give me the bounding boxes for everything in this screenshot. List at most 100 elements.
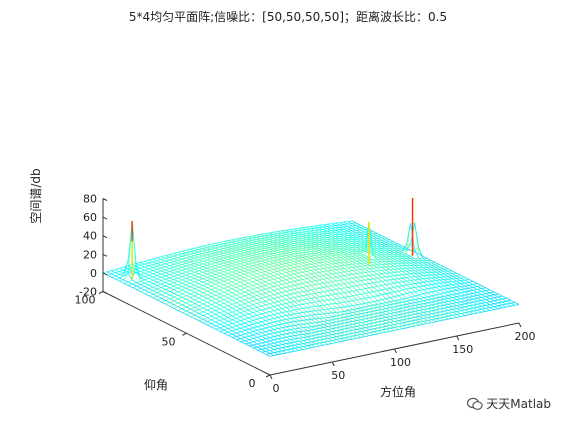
surface-line-azimuth [181, 250, 350, 341]
surface-line-azimuth [189, 248, 358, 339]
z-tick-mark [102, 272, 108, 276]
surface-line-azimuth [127, 265, 296, 352]
surface-line-azimuth [169, 254, 337, 343]
z-tick-mark [102, 235, 108, 239]
surface-line-azimuth [173, 253, 341, 343]
surface-line-azimuth [144, 260, 312, 349]
surface-line-azimuth [102, 272, 271, 357]
surface-line-azimuth [206, 244, 374, 336]
y-tick-mark [182, 332, 187, 336]
surface-line-azimuth [185, 249, 354, 340]
surface-line-azimuth [260, 233, 428, 324]
surface-line-azimuth [177, 251, 345, 342]
x-tick-label: 100 [390, 356, 411, 369]
surface-line-azimuth [343, 221, 511, 307]
surface-line-azimuth [148, 259, 316, 348]
surface-line-azimuth [326, 223, 495, 310]
surface-line-azimuth [272, 231, 441, 322]
surface-line-azimuth [140, 261, 308, 349]
z-tick-label: 0 [90, 267, 97, 280]
z-tick-mark [102, 291, 108, 294]
surface-line-azimuth [235, 238, 403, 330]
y-tick-mark [265, 374, 271, 378]
surface-line-azimuth [160, 256, 329, 345]
surface-line-azimuth [227, 240, 395, 331]
surface-line-azimuth [248, 236, 416, 327]
surface-line-azimuth [302, 221, 470, 316]
wechat-logo-icon [467, 397, 483, 411]
surface-line-azimuth [106, 271, 275, 356]
surface-line-azimuth [165, 255, 333, 344]
surface-line-azimuth [111, 270, 279, 356]
x-tick-label: 0 [273, 382, 280, 395]
y-tick-label: 100 [75, 294, 96, 307]
surface-line-azimuth [210, 243, 379, 335]
surface-line-azimuth [314, 225, 482, 313]
surface-line-azimuth [256, 234, 424, 325]
surface-line-azimuth [335, 222, 503, 309]
surface-line-azimuth [297, 227, 466, 317]
surface-line-azimuth [194, 247, 362, 338]
z-tick-label: 60 [83, 211, 97, 224]
z-tick-mark [102, 216, 108, 220]
surface-line-azimuth [219, 242, 387, 333]
surface-line-azimuth [252, 235, 420, 326]
watermark-text: 天天Matlab [486, 397, 551, 411]
surface-line-azimuth [223, 241, 391, 332]
surface-line-azimuth [281, 230, 449, 320]
z-tick-mark [102, 198, 108, 201]
y-axis-label: 仰角 [144, 377, 168, 392]
surface-line-azimuth [264, 233, 433, 323]
surface-group [102, 197, 520, 357]
surface-line-elevation [127, 233, 378, 286]
watermark: 天天Matlab [467, 395, 551, 412]
x-tick-mark [518, 322, 522, 328]
surface-line-azimuth [214, 243, 383, 334]
surface-line-azimuth [198, 246, 366, 337]
x-tick-mark [331, 361, 335, 367]
surface-line-azimuth [347, 221, 516, 306]
surface-line-azimuth [131, 264, 300, 351]
surface-line-azimuth [306, 226, 474, 315]
y-tick-label: 50 [162, 335, 176, 348]
chart-title: 5*4均匀平面阵;信噪比：[50,50,50,50]；距离波长比：0.5 [129, 9, 447, 24]
surface-line-azimuth [351, 220, 520, 305]
x-tick-mark [456, 335, 460, 341]
x-axis-label: 方位角 [380, 384, 416, 399]
surface-line-azimuth [119, 267, 287, 354]
surface-line-azimuth [339, 222, 507, 308]
surface-line-azimuth [310, 226, 478, 314]
surface-line-azimuth [202, 245, 370, 336]
surface-line-azimuth [152, 258, 320, 347]
surface-line-azimuth [322, 224, 491, 311]
x-tick-mark [269, 374, 273, 380]
surface-line-azimuth [136, 263, 304, 350]
surface-line-azimuth [318, 224, 486, 312]
surface-line-elevation [111, 224, 361, 278]
z-tick-label: 20 [83, 248, 97, 261]
z-tick-label: 80 [83, 193, 97, 206]
surface-line-azimuth [115, 220, 283, 355]
surface-line-azimuth [231, 239, 399, 330]
surface-line-azimuth [277, 231, 445, 321]
z-axis-label: 空间谱/db [29, 168, 43, 223]
surface-line-azimuth [239, 237, 408, 329]
z-tick-label: 40 [83, 230, 97, 243]
x-tick-mark [394, 348, 397, 354]
y-tick-mark [98, 291, 104, 294]
surface-line-azimuth [268, 232, 437, 323]
z-tick-mark [102, 253, 108, 257]
surface-line-azimuth [243, 237, 412, 328]
x-tick-label: 50 [331, 369, 345, 382]
surface-line-azimuth [285, 229, 453, 319]
surface-line-azimuth [293, 228, 462, 317]
z-tick-label: -20 [79, 286, 97, 299]
y-tick-label: 0 [249, 377, 256, 390]
x-tick-label: 200 [515, 330, 536, 343]
surface-line-azimuth [331, 223, 499, 310]
surface-line-azimuth [156, 257, 325, 346]
x-tick-label: 150 [452, 343, 473, 356]
